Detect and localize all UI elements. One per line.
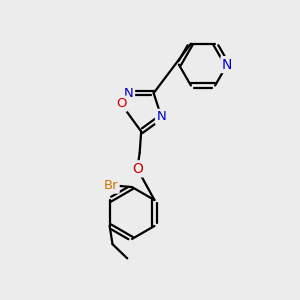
- Text: Br: Br: [103, 179, 118, 192]
- Text: O: O: [116, 97, 126, 110]
- Text: N: N: [124, 87, 134, 100]
- Text: O: O: [132, 162, 143, 176]
- Text: N: N: [222, 58, 232, 72]
- Text: N: N: [157, 110, 166, 123]
